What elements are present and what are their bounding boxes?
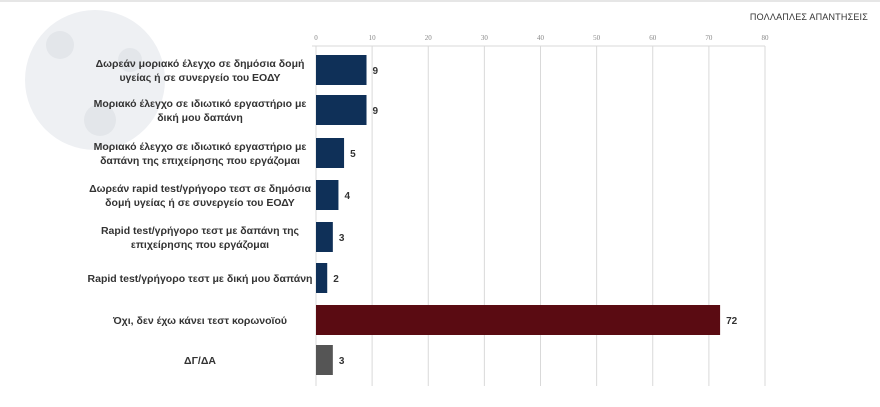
category-label: ΔΓ/ΔΑ	[184, 355, 216, 367]
category-label: δική μου δαπάνη	[157, 112, 243, 124]
bar	[316, 138, 345, 168]
data-label: 3	[339, 356, 345, 367]
data-label: 4	[344, 191, 350, 202]
x-tick-label: 80	[762, 34, 770, 42]
category-label: Δωρεάν rapid test/γρήγορο τεστ σε δημόσι…	[89, 183, 311, 195]
x-tick-label: 40	[537, 34, 545, 42]
bar	[316, 263, 328, 293]
data-label: 5	[350, 149, 356, 160]
x-tick-label: 10	[369, 34, 377, 42]
x-tick-label: 60	[649, 34, 657, 42]
data-label: 3	[339, 233, 345, 244]
x-tick-label: 50	[593, 34, 601, 42]
coronavirus-watermark	[25, 10, 165, 150]
top-border	[0, 0, 880, 2]
category-label: Μοριακό έλεγχο σε ιδιωτικό εργαστήριο με	[94, 141, 307, 153]
category-label: δομή υγείας ή σε συνεργείο του ΕΟΔΥ	[105, 197, 295, 209]
x-tick-label: 30	[481, 34, 489, 42]
bar	[316, 95, 367, 125]
category-label: δαπάνη της επιχείρησης που εργάζομαι	[100, 155, 300, 167]
bar	[316, 305, 721, 335]
data-label: 9	[373, 66, 379, 77]
data-label: 72	[726, 316, 738, 327]
bar	[316, 345, 333, 375]
x-tick-label: 0	[314, 34, 318, 42]
bar	[316, 55, 367, 85]
category-label: Rapid test/γρήγορο τεστ με δική μου δαπά…	[88, 273, 313, 285]
category-label: επιχείρησης που εργάζομαι	[131, 239, 269, 251]
data-label: 2	[333, 274, 339, 285]
x-tick-label: 70	[705, 34, 713, 42]
category-label: υγείας ή σε συνεργείο του ΕΟΔΥ	[119, 72, 280, 84]
category-label: Μοριακό έλεγχο σε ιδιωτικό εργαστήριο με	[94, 98, 307, 110]
bar	[316, 222, 333, 252]
category-label: Όχι, δεν έχω κάνει τεστ κορωνοϊού	[112, 315, 287, 327]
data-label: 9	[373, 106, 379, 117]
category-label: Δωρεάν μοριακό έλεγχο σε δημόσια δομή	[96, 58, 305, 70]
multiple-answers-note: ΠΟΛΛΑΠΛΕΣ ΑΠΑΝΤΗΣΕΙΣ	[749, 12, 868, 22]
bar	[316, 180, 339, 210]
x-tick-label: 20	[425, 34, 433, 42]
category-label: Rapid test/γρήγορο τεστ με δαπάνη της	[101, 225, 300, 237]
